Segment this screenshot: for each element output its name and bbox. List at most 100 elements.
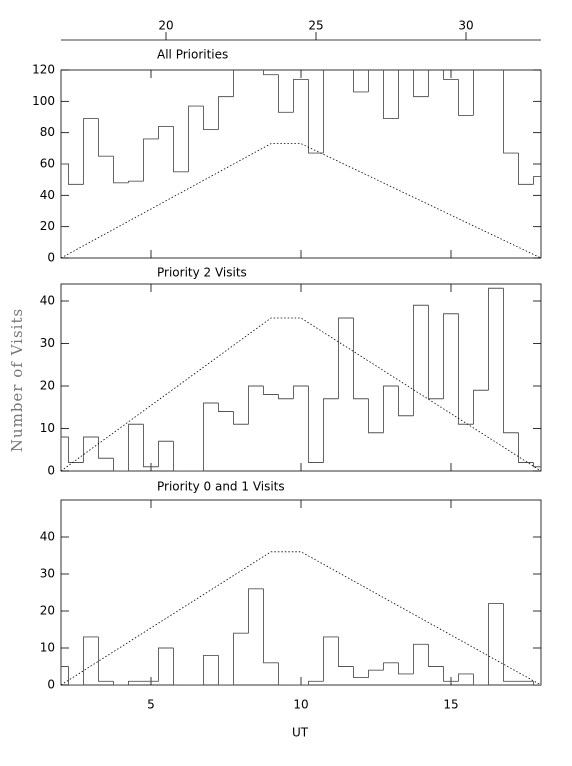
histogram-bin xyxy=(263,386,279,395)
histogram-bin xyxy=(203,402,219,471)
histogram-bin xyxy=(473,673,489,685)
histogram-bin xyxy=(398,386,414,417)
histogram-bin xyxy=(353,70,369,93)
histogram-bin xyxy=(113,458,129,471)
y-axis-label: Number of Visits xyxy=(8,308,26,452)
histogram-bin xyxy=(413,643,429,674)
histogram-bin xyxy=(173,126,189,173)
histogram-bin xyxy=(248,588,264,634)
histogram-bin xyxy=(458,673,474,682)
histogram-bin xyxy=(503,70,519,154)
histogram-bin xyxy=(398,662,414,675)
y-tick-label: 100 xyxy=(32,94,55,108)
histogram-bin xyxy=(503,288,519,434)
histogram-bin xyxy=(113,156,129,184)
y-tick-label: 40 xyxy=(40,294,55,308)
histogram-bin xyxy=(488,603,504,685)
y-tick-label: 40 xyxy=(40,188,55,202)
histogram-bin xyxy=(533,176,541,185)
histogram xyxy=(61,551,541,685)
plot-frame xyxy=(60,499,542,686)
histogram-bin xyxy=(428,70,429,97)
reference-curve xyxy=(61,551,541,685)
histogram-bin xyxy=(428,305,444,400)
histogram-bin xyxy=(443,313,459,399)
histogram-bin xyxy=(323,70,324,154)
histogram-bin xyxy=(308,386,324,463)
histogram-bin xyxy=(323,398,339,463)
histogram-bin xyxy=(158,647,174,682)
y-tick-label: 0 xyxy=(47,678,55,692)
y-tick-label: 120 xyxy=(32,63,55,77)
histogram-bin xyxy=(263,70,279,76)
histogram-bin xyxy=(368,398,384,434)
histogram-bin xyxy=(158,125,174,139)
panel-title: All Priorities xyxy=(157,48,228,62)
histogram-bin xyxy=(128,680,144,685)
histogram-bin xyxy=(308,79,324,154)
histogram-bin xyxy=(83,636,99,685)
histogram-bin xyxy=(293,78,309,113)
histogram-bin xyxy=(233,411,249,425)
histogram-bin xyxy=(61,436,69,471)
histogram-bin xyxy=(218,655,234,685)
y-tick-label: 20 xyxy=(40,604,55,618)
plot-frame xyxy=(60,69,542,259)
histogram-bin xyxy=(353,318,369,400)
histogram-bin xyxy=(61,163,69,258)
x-axis-label: UT xyxy=(292,726,309,740)
top-x-tick-label: 20 xyxy=(158,19,173,33)
x-tick-label: 5 xyxy=(147,698,155,712)
histogram-bin xyxy=(278,394,294,400)
y-tick-label: 20 xyxy=(40,219,55,233)
histogram-bin xyxy=(443,666,459,682)
histogram-bin xyxy=(233,632,249,685)
histogram-bin xyxy=(398,70,399,119)
histogram-bin xyxy=(473,70,474,116)
y-tick-label: 40 xyxy=(40,530,55,544)
y-tick-label: 0 xyxy=(47,251,55,265)
histogram-bin xyxy=(323,636,339,682)
y-tick-label: 0 xyxy=(47,464,55,478)
histogram-bin xyxy=(353,666,369,679)
histogram-bin xyxy=(158,440,174,467)
histogram-bin xyxy=(173,648,189,685)
panel-title: Priority 2 Visits xyxy=(157,266,247,280)
y-tick-label: 30 xyxy=(40,567,55,581)
top-x-tick-label: 30 xyxy=(458,19,473,33)
histogram-bin xyxy=(383,70,399,120)
histogram-bin xyxy=(488,287,504,391)
x-tick-label: 10 xyxy=(293,698,308,712)
histogram-bin xyxy=(188,105,204,172)
histogram-bin xyxy=(218,96,234,130)
histogram-bin xyxy=(83,436,99,463)
histogram-bin xyxy=(338,636,354,667)
histogram-bin xyxy=(233,70,234,97)
histogram-bin xyxy=(98,118,114,157)
histogram-bin xyxy=(203,654,219,685)
reference-curve xyxy=(61,143,541,258)
histogram-bin xyxy=(413,70,429,98)
y-tick-label: 20 xyxy=(40,379,55,393)
histogram-bin xyxy=(473,389,489,425)
y-tick-label: 10 xyxy=(40,421,55,435)
histogram-bin xyxy=(68,437,84,463)
histogram-bin xyxy=(293,385,309,399)
histogram xyxy=(61,287,541,471)
histogram-bin xyxy=(128,180,144,183)
histogram-bin xyxy=(533,681,541,685)
histogram-bin xyxy=(128,423,144,471)
y-tick-label: 30 xyxy=(40,336,55,350)
histogram-bin xyxy=(83,118,99,185)
histogram-bin xyxy=(68,164,84,185)
histogram-bin xyxy=(61,666,69,685)
histogram-bin xyxy=(113,681,129,685)
histogram-bin xyxy=(338,317,354,399)
histogram-bin xyxy=(308,680,324,685)
histogram-bin xyxy=(143,138,159,182)
histogram-bin xyxy=(173,441,189,471)
histogram-bin xyxy=(428,644,444,667)
histogram-bin xyxy=(278,74,294,113)
histogram-bin xyxy=(143,424,159,468)
